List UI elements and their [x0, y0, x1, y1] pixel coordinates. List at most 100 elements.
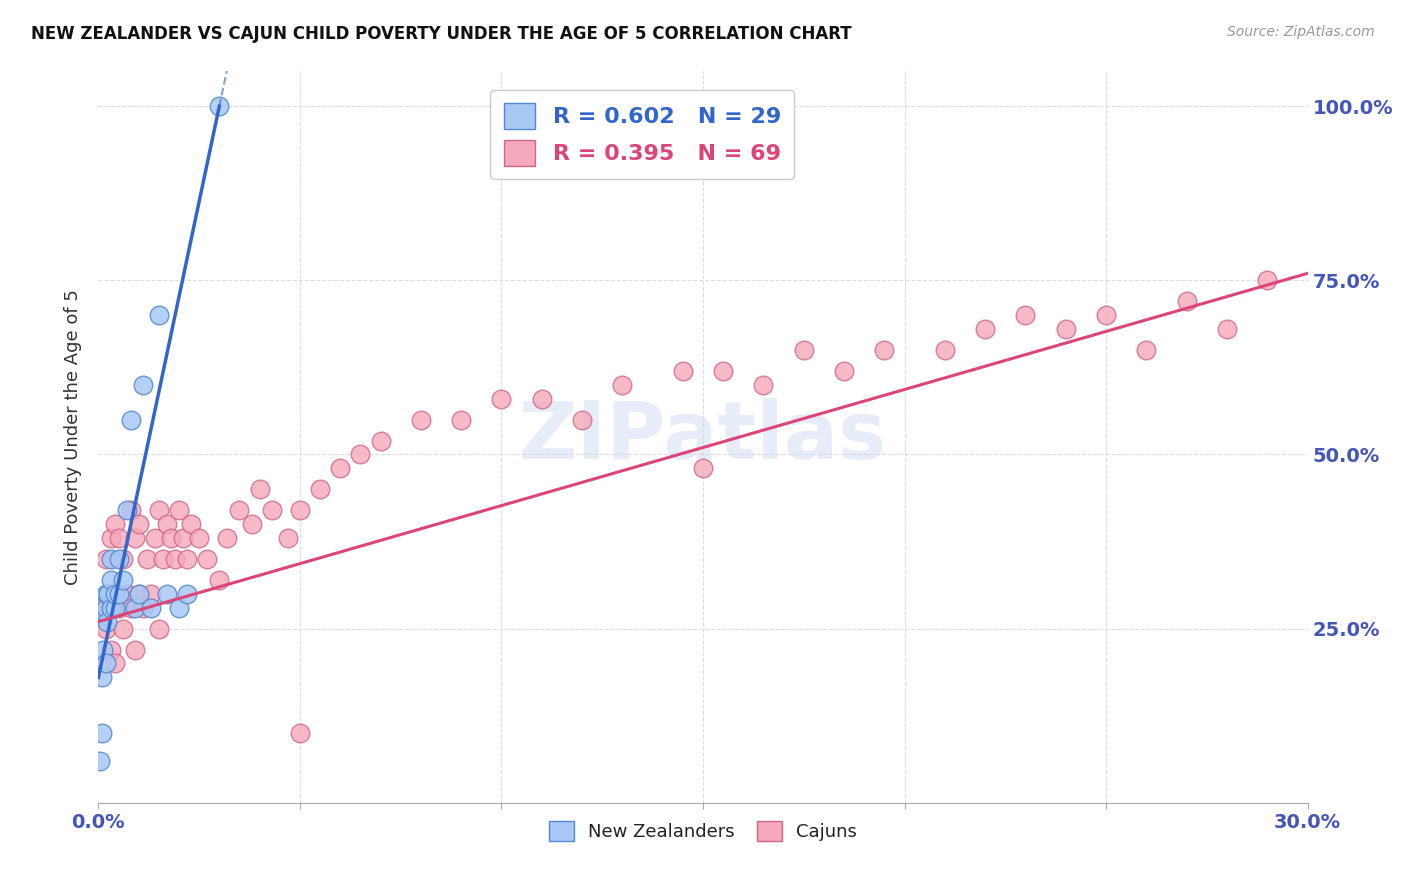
- Point: [96, 552, 118, 566]
- Point: [288, 726, 311, 740]
- Point: [1014, 308, 1036, 322]
- Legend: New Zealanders, Cajuns: New Zealanders, Cajuns: [541, 814, 865, 848]
- Point: [228, 503, 250, 517]
- Point: [370, 434, 392, 448]
- Y-axis label: Child Poverty Under the Age of 5: Child Poverty Under the Age of 5: [65, 289, 83, 585]
- Point: [240, 517, 263, 532]
- Text: NEW ZEALANDER VS CAJUN CHILD POVERTY UNDER THE AGE OF 5 CORRELATION CHART: NEW ZEALANDER VS CAJUN CHILD POVERTY UND…: [31, 25, 852, 43]
- Point: [103, 587, 125, 601]
- Point: [124, 642, 146, 657]
- Point: [160, 531, 183, 545]
- Point: [115, 503, 138, 517]
- Point: [692, 461, 714, 475]
- Point: [1095, 308, 1118, 322]
- Point: [132, 600, 155, 615]
- Point: [148, 622, 170, 636]
- Point: [91, 642, 114, 657]
- Point: [288, 503, 311, 517]
- Point: [91, 600, 114, 615]
- Point: [120, 412, 142, 426]
- Point: [128, 587, 150, 601]
- Point: [124, 600, 146, 615]
- Point: [139, 587, 162, 601]
- Point: [96, 615, 118, 629]
- Point: [115, 587, 138, 601]
- Point: [103, 517, 125, 532]
- Point: [111, 573, 134, 587]
- Point: [107, 600, 129, 615]
- Point: [100, 531, 122, 545]
- Point: [217, 531, 239, 545]
- Point: [163, 552, 186, 566]
- Point: [139, 600, 162, 615]
- Point: [152, 552, 174, 566]
- Point: [128, 517, 150, 532]
- Point: [100, 642, 122, 657]
- Point: [180, 517, 202, 532]
- Point: [1175, 294, 1198, 309]
- Point: [93, 607, 115, 622]
- Point: [1054, 322, 1077, 336]
- Point: [96, 600, 118, 615]
- Point: [832, 364, 855, 378]
- Point: [1135, 343, 1157, 357]
- Point: [111, 552, 134, 566]
- Point: [349, 448, 371, 462]
- Point: [148, 308, 170, 322]
- Point: [148, 503, 170, 517]
- Point: [132, 377, 155, 392]
- Point: [135, 552, 157, 566]
- Point: [94, 657, 117, 671]
- Point: [124, 531, 146, 545]
- Point: [208, 99, 231, 113]
- Point: [752, 377, 775, 392]
- Point: [167, 600, 190, 615]
- Point: [491, 392, 513, 406]
- Point: [100, 600, 122, 615]
- Point: [100, 552, 122, 566]
- Point: [97, 587, 120, 601]
- Point: [260, 503, 283, 517]
- Text: ZIPatlas: ZIPatlas: [519, 398, 887, 476]
- Point: [793, 343, 815, 357]
- Point: [873, 343, 896, 357]
- Point: [103, 600, 125, 615]
- Point: [96, 587, 118, 601]
- Point: [107, 531, 129, 545]
- Point: [1256, 273, 1278, 287]
- Point: [107, 587, 129, 601]
- Point: [249, 483, 271, 497]
- Point: [103, 657, 125, 671]
- Point: [107, 552, 129, 566]
- Point: [100, 573, 122, 587]
- Point: [128, 587, 150, 601]
- Point: [309, 483, 332, 497]
- Point: [195, 552, 218, 566]
- Point: [156, 587, 179, 601]
- Point: [672, 364, 695, 378]
- Point: [96, 622, 118, 636]
- Point: [167, 503, 190, 517]
- Point: [176, 552, 198, 566]
- Point: [934, 343, 956, 357]
- Point: [176, 587, 198, 601]
- Point: [208, 573, 231, 587]
- Point: [277, 531, 299, 545]
- Point: [974, 322, 997, 336]
- Text: Source: ZipAtlas.com: Source: ZipAtlas.com: [1227, 25, 1375, 39]
- Point: [120, 600, 142, 615]
- Point: [571, 412, 593, 426]
- Point: [612, 377, 634, 392]
- Point: [450, 412, 472, 426]
- Point: [91, 670, 114, 684]
- Point: [172, 531, 194, 545]
- Point: [91, 726, 114, 740]
- Point: [120, 503, 142, 517]
- Point: [156, 517, 179, 532]
- Point: [409, 412, 432, 426]
- Point: [111, 622, 134, 636]
- Point: [711, 364, 734, 378]
- Point: [329, 461, 352, 475]
- Point: [143, 531, 166, 545]
- Point: [89, 754, 111, 768]
